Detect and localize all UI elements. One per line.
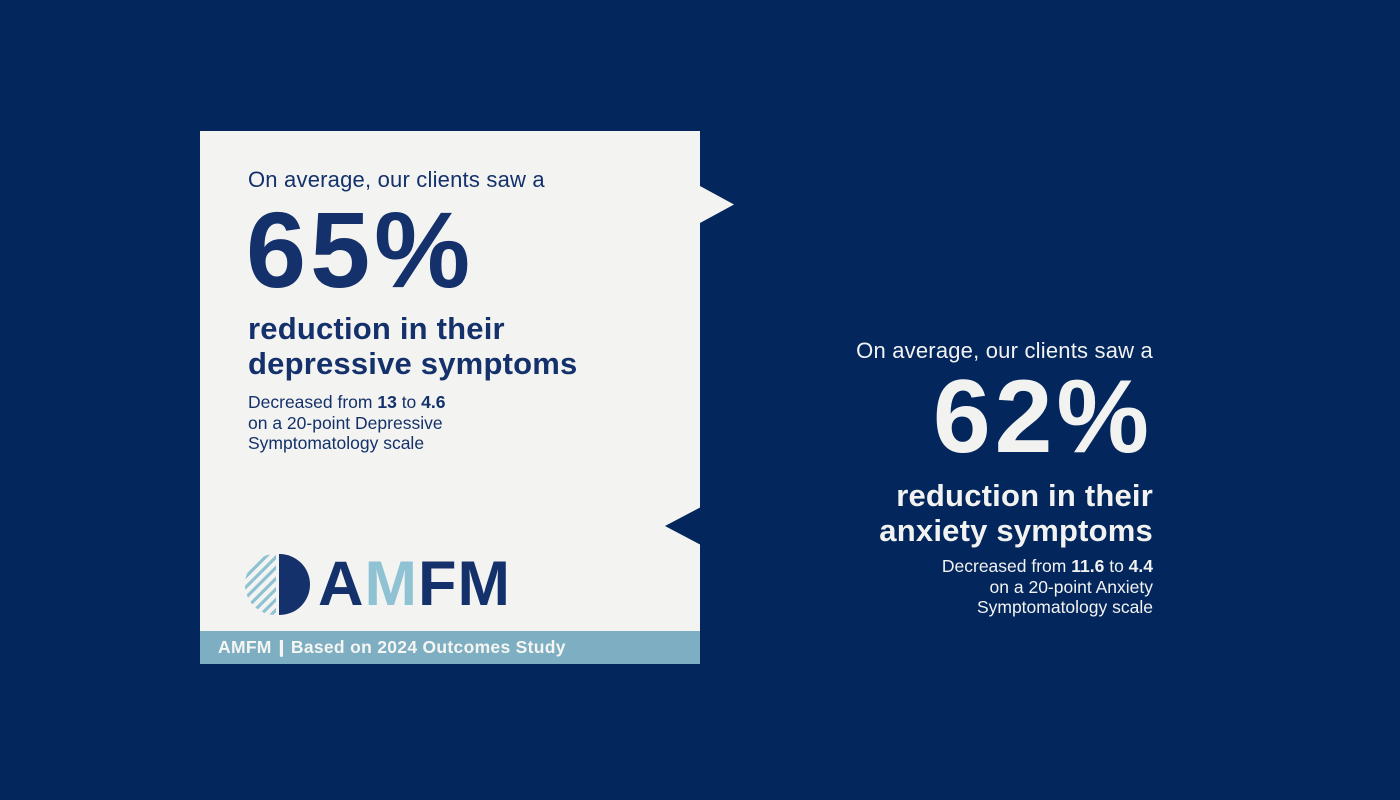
panel-detail-line1: Decreased from 11.6 to 4.4	[693, 556, 1153, 577]
wordmark-letter-f: F	[417, 549, 458, 619]
panel-detail-to-value: 4.4	[1128, 556, 1153, 576]
panel-headline-line2: anxiety symptoms	[879, 513, 1153, 548]
card-detail-text: Decreased from 13 to 4.6 on a 20-point D…	[248, 392, 445, 454]
panel-detail-lead: Decreased from	[941, 556, 1072, 576]
panel-detail-line3: Symptomatology scale	[976, 597, 1153, 617]
depression-stat-value: 65%	[246, 189, 475, 310]
attribution-bar: AMFM | Based on 2024 Outcomes Study	[200, 631, 700, 664]
attribution-note: Based on 2024 Outcomes Study	[290, 637, 566, 657]
card-detail-line2: on a 20-point Depressive	[248, 412, 443, 433]
logo-solid-half-icon	[279, 553, 310, 615]
stat-card-depression: On average, our clients saw a 65% reduct…	[200, 131, 700, 664]
detail-to-value: 4.6	[421, 392, 446, 412]
attribution-divider: |	[277, 637, 285, 657]
wordmark-letter-a: A	[318, 549, 365, 619]
panel-detail-joiner: to	[1104, 556, 1129, 576]
detail-from-value: 13	[377, 392, 397, 412]
panel-detail-line2: on a 20-point Anxiety	[989, 576, 1153, 597]
amfm-wordmark: AMFM	[318, 553, 511, 616]
panel-detail-from-value: 11.6	[1071, 556, 1105, 576]
logo-striped-half-icon	[245, 553, 276, 615]
panel-headline-line1: reduction in their	[896, 478, 1153, 513]
card-detail-line3: Symptomatology scale	[248, 433, 425, 453]
detail-lead: Decreased from	[248, 392, 378, 412]
panel-headline: reduction in their anxiety symptoms	[693, 478, 1153, 548]
card-headline: reduction in their depressive symptoms	[248, 311, 577, 381]
stat-panel-anxiety: On average, our clients saw a 62% reduct…	[693, 337, 1153, 618]
card-headline-line2: depressive symptoms	[248, 346, 578, 381]
panel-eyebrow-text: On average, our clients saw a	[856, 338, 1153, 363]
detail-joiner: to	[396, 392, 422, 412]
speech-tail-right-icon	[700, 186, 734, 223]
card-detail-line1: Decreased from 13 to 4.6	[248, 392, 445, 413]
card-headline-line1: reduction in their	[248, 311, 505, 346]
amfm-logo: AMFM	[245, 553, 511, 616]
panel-detail-text: Decreased from 11.6 to 4.4 on a 20-point…	[693, 556, 1153, 618]
card-eyebrow-text: On average, our clients saw a	[248, 167, 545, 192]
wordmark-letter-m2: M	[457, 549, 511, 619]
attribution-brand: AMFM	[218, 637, 272, 657]
anxiety-stat-value: 62%	[932, 359, 1153, 475]
wordmark-letter-m1: M	[364, 549, 418, 619]
amfm-logo-icon	[245, 553, 310, 615]
